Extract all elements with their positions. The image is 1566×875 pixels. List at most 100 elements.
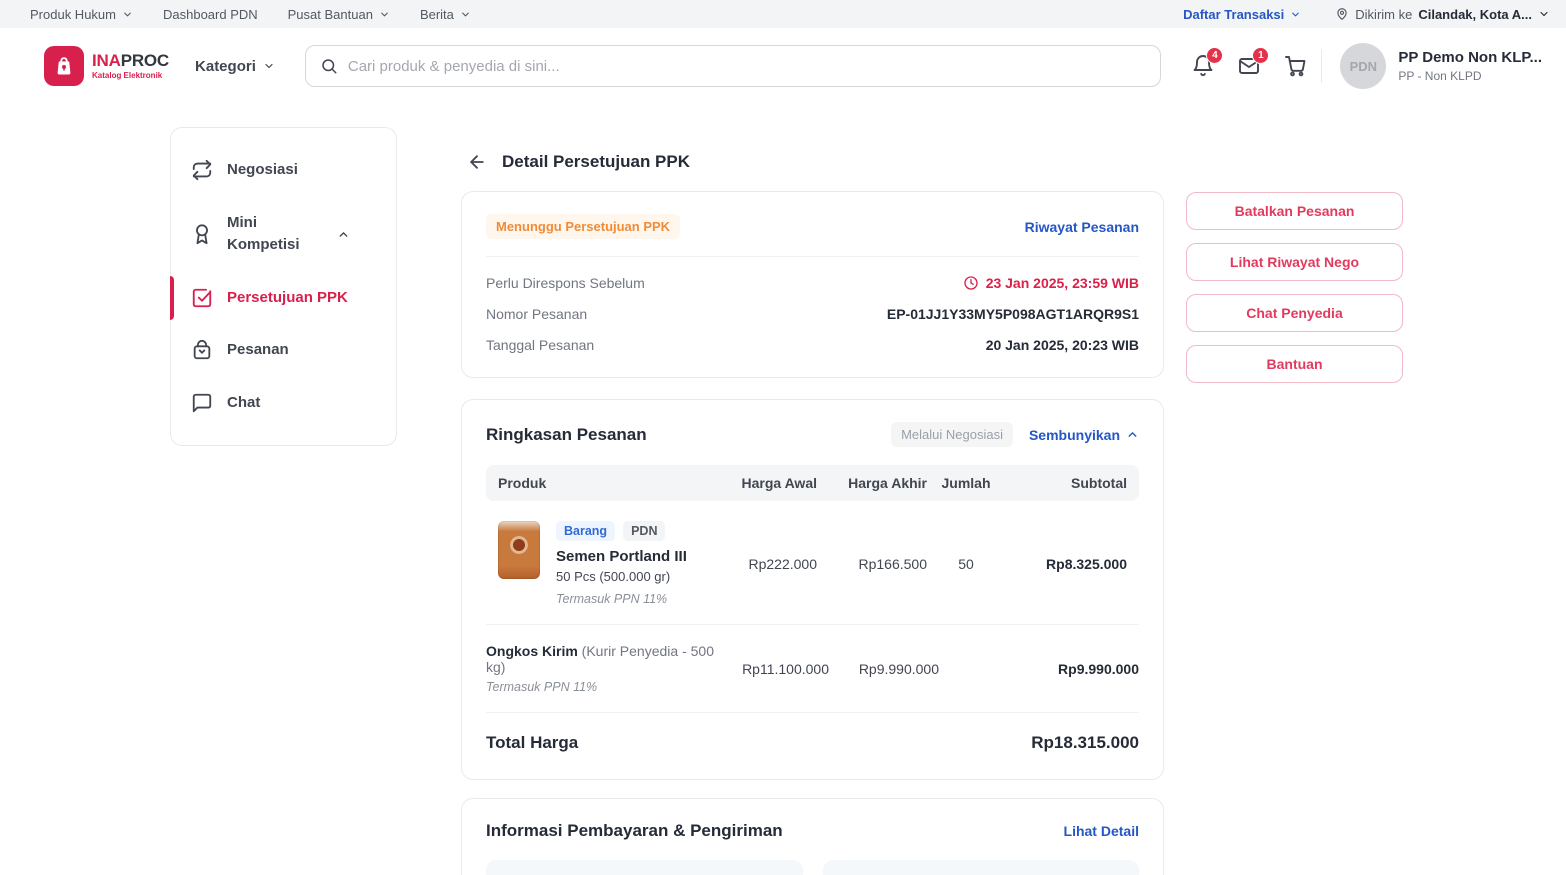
topnav-label: Pusat Bantuan — [287, 6, 373, 22]
page-title: Detail Persetujuan PPK — [502, 152, 691, 171]
payment-card-title: Informasi Pembayaran & Pengiriman — [486, 821, 783, 840]
product-subtotal: Rp8.325.000 — [1046, 555, 1127, 572]
sidebar-item-negosiasi[interactable]: Negosiasi — [171, 144, 396, 197]
chevron-down-icon — [379, 9, 390, 20]
info-label: Tanggal Pesanan — [486, 337, 595, 353]
sidebar-item-label: Mini Kompetisi — [227, 213, 300, 254]
collapse-toggle[interactable]: Sembunyikan — [1029, 427, 1139, 443]
info-row-order-number: Nomor Pesanan EP-01JJ1Y33MY5P098AGT1ARQR… — [486, 306, 1139, 322]
product-qty-detail: 50 Pcs (500.000 gr) — [556, 569, 671, 584]
negotiation-badge: Melalui Negosiasi — [891, 422, 1013, 447]
info-label: Perlu Direspons Sebelum — [486, 275, 645, 291]
product-harga-akhir: Rp166.500 — [858, 555, 927, 572]
total-label: Total Harga — [486, 733, 579, 752]
deadline-value: 23 Jan 2025, 23:59 WIB — [963, 275, 1139, 291]
chevron-up-icon — [337, 228, 350, 241]
order-summary-card: Ringkasan Pesanan Melalui Negosiasi Semb… — [461, 399, 1164, 780]
user-menu[interactable]: PDN PP Demo Non KLP... PP - Non KLPD — [1340, 43, 1542, 89]
clock-icon — [963, 275, 979, 291]
shipping-detail: (Kurir Penyedia - 500 kg) — [486, 643, 714, 675]
sidebar-item-label: Pesanan — [227, 341, 289, 358]
chat-icon — [191, 392, 213, 414]
topnav-label: Produk Hukum — [30, 6, 116, 22]
total-row: Total Harga Rp18.315.000 — [486, 713, 1139, 757]
notification-count-badge: 4 — [1206, 47, 1224, 64]
sidebar-item-persetujuan-ppk[interactable]: Persetujuan PPK — [170, 272, 396, 325]
col-harga-akhir: Harga Akhir — [848, 475, 927, 491]
search-input[interactable] — [347, 57, 1147, 75]
sidebar-item-chat[interactable]: Chat — [171, 377, 396, 430]
chat-penyedia-button[interactable]: Chat Penyedia — [1186, 294, 1403, 332]
award-icon — [191, 223, 213, 245]
shopping-bag-icon — [191, 339, 213, 361]
topnav-produk-hukum[interactable]: Produk Hukum — [30, 7, 133, 22]
table-row-shipping: Ongkos Kirim (Kurir Penyedia - 500 kg) T… — [486, 625, 1139, 712]
bell-icon — [1191, 54, 1215, 78]
total-pembayaran-tile: Total Pembayaran 1 Termin — [486, 860, 803, 875]
user-info: PP Demo Non KLP... PP - Non KLPD — [1398, 49, 1542, 83]
search-icon — [320, 57, 338, 75]
chevron-down-icon — [122, 9, 133, 20]
topnav-label: Dashboard PDN — [162, 6, 258, 22]
product-info: Barang PDN Semen Portland III 50 Pcs (50… — [556, 521, 687, 606]
info-row-deadline: Perlu Direspons Sebelum 23 Jan 2025, 23:… — [486, 275, 1139, 291]
shipping-tax-note: Termasuk PPN 11% — [486, 680, 598, 694]
topnav-dashboard-pdn[interactable]: Dashboard PDN — [163, 7, 258, 22]
batalkan-pesanan-button[interactable]: Batalkan Pesanan — [1186, 192, 1403, 230]
delivery-location-selector[interactable]: Dikirim ke Cilandak, Kota A... — [1335, 7, 1550, 22]
col-harga-awal: Harga Awal — [741, 475, 817, 491]
sidebar-item-mini-kompetisi[interactable]: Mini Kompetisi — [171, 197, 396, 272]
daftar-transaksi-menu[interactable]: Daftar Transaksi — [1183, 7, 1301, 22]
divider — [486, 712, 1139, 713]
check-square-icon — [191, 287, 213, 309]
messages-button[interactable]: 1 — [1237, 47, 1270, 78]
riwayat-pesanan-link[interactable]: Riwayat Pesanan — [1024, 218, 1139, 235]
topnav-pusat-bantuan[interactable]: Pusat Bantuan — [288, 7, 390, 22]
info-label: Nomor Pesanan — [486, 306, 588, 322]
back-arrow-icon[interactable] — [467, 152, 487, 172]
product-jumlah: 50 — [958, 555, 974, 572]
product-tax-note: Termasuk PPN 11% — [556, 592, 668, 606]
divider — [486, 624, 1139, 625]
kategori-dropdown[interactable]: Kategori — [195, 58, 275, 75]
order-number-value: EP-01JJ1Y33MY5P098AGT1ARQR9S1 — [886, 306, 1139, 322]
product-name[interactable]: Semen Portland III — [556, 548, 687, 565]
bantuan-button[interactable]: Bantuan — [1186, 345, 1403, 383]
search-bar[interactable] — [304, 45, 1162, 87]
sidebar: Negosiasi Mini Kompetisi Persetujuan PPK… — [170, 127, 397, 446]
chevron-down-icon — [460, 9, 471, 20]
sidebar-item-label: Negosiasi — [227, 161, 298, 178]
table-header: Produk Harga Awal Harga Akhir Jumlah Sub… — [486, 465, 1139, 501]
shipping-harga-awal: Rp11.100.000 — [742, 660, 829, 677]
shipping-harga-akhir: Rp9.990.000 — [858, 660, 939, 677]
user-name: PP Demo Non KLP... — [1398, 49, 1542, 66]
notifications-button[interactable]: 4 — [1191, 47, 1224, 78]
dikirim-ke-label: Dikirim ke — [1355, 6, 1413, 22]
lihat-riwayat-nego-button[interactable]: Lihat Riwayat Nego — [1186, 243, 1403, 281]
lihat-detail-link[interactable]: Lihat Detail — [1063, 823, 1139, 839]
chevron-down-icon — [1290, 9, 1301, 20]
location-pin-icon — [1335, 7, 1349, 21]
col-subtotal: Subtotal — [1071, 475, 1127, 491]
status-badge: Menunggu Persetujuan PPK — [486, 214, 681, 239]
total-value: Rp18.315.000 — [1031, 733, 1139, 752]
divider — [486, 256, 1139, 257]
product-harga-awal: Rp222.000 — [748, 555, 817, 572]
message-count-badge: 1 — [1252, 47, 1270, 64]
product-type-badge: Barang — [556, 521, 616, 541]
sidebar-item-label: Chat — [227, 393, 261, 411]
chevron-down-icon — [263, 60, 275, 72]
sidebar-item-pesanan[interactable]: Pesanan — [171, 324, 396, 377]
total-pengiriman-tile: Total Pengiriman 2 Pengiriman — [822, 860, 1139, 875]
cart-button[interactable] — [1283, 54, 1307, 78]
product-origin-badge: PDN — [623, 521, 666, 541]
chevron-down-icon — [1538, 8, 1550, 20]
topnav-berita[interactable]: Berita — [420, 7, 471, 22]
mail-icon — [1237, 54, 1261, 78]
inaproc-logo[interactable]: INAPROC Katalog Elektronik — [44, 46, 169, 86]
inaproc-logo-text: INAPROC Katalog Elektronik — [92, 51, 170, 80]
dikirim-ke-value: Cilandak, Kota A... — [1418, 6, 1532, 22]
product-thumbnail[interactable] — [498, 521, 540, 579]
inaproc-logo-icon — [44, 46, 84, 86]
utility-topbar: Produk Hukum Dashboard PDN Pusat Bantuan… — [0, 0, 1566, 28]
